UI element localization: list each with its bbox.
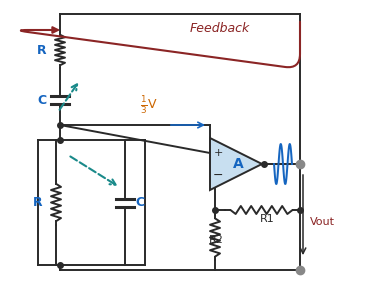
Text: +: + xyxy=(213,148,223,158)
Text: R2: R2 xyxy=(209,235,224,245)
Polygon shape xyxy=(210,138,262,190)
Text: A: A xyxy=(233,157,244,171)
Text: R: R xyxy=(32,196,42,209)
Text: Vout: Vout xyxy=(310,217,335,227)
Text: $\frac{1}{3}$V: $\frac{1}{3}$V xyxy=(140,94,158,116)
Text: R1: R1 xyxy=(260,214,275,224)
Text: Feedback: Feedback xyxy=(190,22,250,35)
Text: C: C xyxy=(135,196,144,209)
Text: R: R xyxy=(36,43,46,57)
Text: −: − xyxy=(213,168,223,182)
Text: C: C xyxy=(37,94,46,106)
FancyArrowPatch shape xyxy=(20,22,300,67)
